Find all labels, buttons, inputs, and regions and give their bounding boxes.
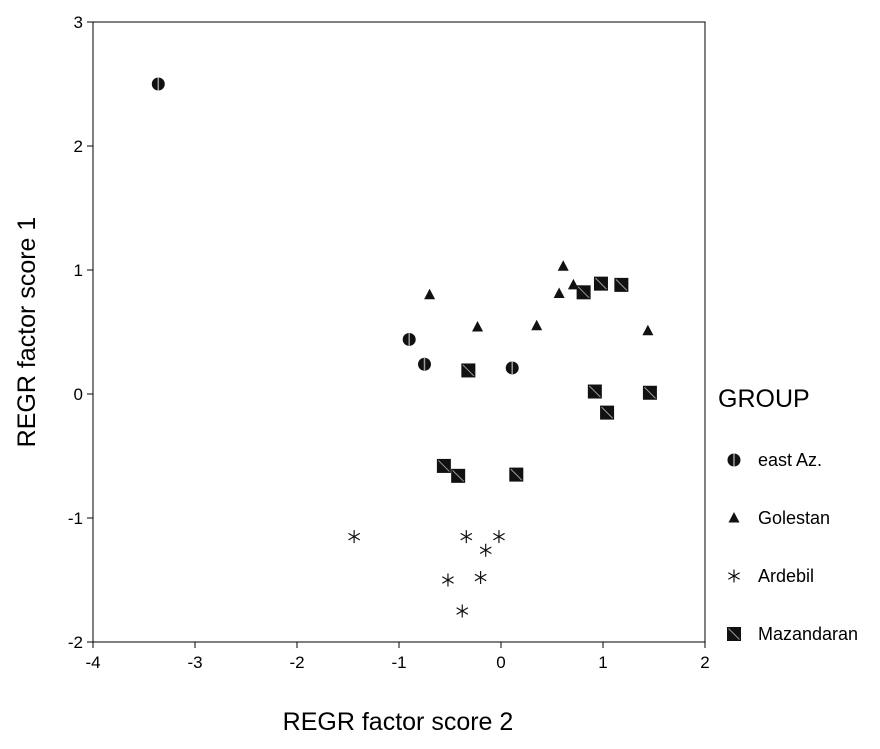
marker-stroke	[348, 532, 361, 541]
legend-items: east Az. Golestan Ardebil Mazandaran	[727, 450, 858, 644]
x-tick-label: 2	[700, 653, 709, 672]
point-ardebil	[348, 530, 361, 544]
marker-stroke	[442, 576, 454, 584]
legend-title: GROUP	[718, 385, 810, 413]
y-tick-label: -2	[68, 633, 83, 652]
marker-shape	[728, 512, 740, 523]
x-tick-label: -1	[391, 653, 406, 672]
legend-item-mazandaran: Mazandaran	[727, 624, 858, 644]
legend-item-ardebil: Ardebil	[728, 566, 814, 586]
point-east-az	[151, 77, 165, 91]
marker-highlight	[510, 468, 523, 481]
point-east-az	[402, 332, 416, 346]
marker-highlight	[462, 364, 475, 377]
point-ardebil	[493, 530, 505, 544]
point-golestan	[567, 278, 579, 290]
point-mazandaran	[509, 467, 524, 482]
point-mazandaran	[461, 363, 476, 378]
point-ardebil	[479, 543, 492, 557]
point-golestan	[642, 324, 654, 336]
x-axis-ticks: -4 -3 -2 -1 0 1 2	[85, 642, 710, 672]
x-tick-label: -3	[187, 653, 202, 672]
x-axis-label: REGR factor score 2	[283, 708, 514, 736]
plot-area	[92, 21, 706, 643]
marker-shape	[424, 288, 436, 300]
marker-highlight	[588, 385, 601, 398]
point-ardebil	[474, 571, 487, 585]
point-ardebil	[460, 530, 473, 544]
point-golestan	[557, 260, 569, 271]
point-east-az	[505, 361, 519, 375]
y-axis-ticks: -2 -1 0 1 2 3	[68, 13, 93, 652]
y-tick-label: 2	[74, 137, 83, 156]
point-mazandaran	[436, 458, 451, 473]
marker-stroke	[479, 546, 492, 555]
marker-highlight	[452, 469, 465, 482]
legend-label-mazandaran: Mazandaran	[758, 624, 858, 644]
point-golestan	[424, 288, 436, 300]
y-tick-label: 3	[74, 13, 83, 32]
legend-label-ardebil: Ardebil	[758, 566, 814, 586]
point-golestan	[553, 287, 565, 299]
legend-label-golestan: Golestan	[758, 508, 830, 528]
point-ardebil	[442, 573, 454, 587]
marker-stroke	[474, 573, 487, 582]
legend-item-golestan: Golestan	[728, 508, 830, 528]
marker-stroke	[460, 532, 473, 541]
y-tick-label: 1	[74, 261, 83, 280]
point-ardebil	[456, 604, 469, 618]
point-golestan	[472, 321, 484, 332]
point-mazandaran	[642, 385, 657, 400]
legend-marker-mazandaran	[727, 627, 741, 641]
marker-shape	[557, 260, 569, 271]
x-tick-label: -2	[289, 653, 304, 672]
legend-marker-east-az	[727, 453, 741, 467]
x-tick-label: 1	[598, 653, 607, 672]
point-golestan	[531, 319, 543, 331]
marker-highlight	[595, 277, 607, 290]
marker-highlight	[577, 286, 590, 299]
point-mazandaran	[587, 384, 602, 399]
marker-highlight	[601, 406, 613, 419]
legend: GROUP east Az. Golestan Ardebil Mazandaran	[718, 385, 858, 644]
x-tick-label: -4	[85, 653, 100, 672]
point-mazandaran	[451, 468, 466, 483]
y-tick-label: 0	[74, 385, 83, 404]
data-points	[151, 77, 657, 618]
marker-shape	[472, 321, 484, 332]
marker-stroke	[493, 532, 505, 541]
point-mazandaran	[614, 277, 629, 292]
marker-highlight	[728, 628, 740, 640]
point-mazandaran	[593, 276, 608, 291]
point-mazandaran	[600, 405, 615, 420]
marker-shape	[553, 287, 565, 299]
point-east-az	[418, 357, 431, 371]
marker-highlight	[438, 460, 450, 472]
marker-stroke	[456, 607, 469, 615]
marker-shape	[531, 319, 543, 331]
marker-shape	[567, 278, 579, 290]
point-mazandaran	[576, 285, 591, 300]
legend-label-east-az: east Az.	[758, 450, 822, 470]
marker-shape	[642, 324, 654, 336]
x-tick-label: 0	[496, 653, 505, 672]
marker-highlight	[615, 279, 628, 291]
y-tick-label: -1	[68, 509, 83, 528]
marker-stroke	[728, 572, 740, 580]
y-axis-label: REGR factor score 1	[13, 217, 41, 448]
legend-marker-ardebil	[728, 569, 740, 583]
legend-marker-golestan	[728, 512, 740, 523]
marker-highlight	[644, 386, 656, 399]
legend-item-east-az: east Az.	[727, 450, 822, 470]
